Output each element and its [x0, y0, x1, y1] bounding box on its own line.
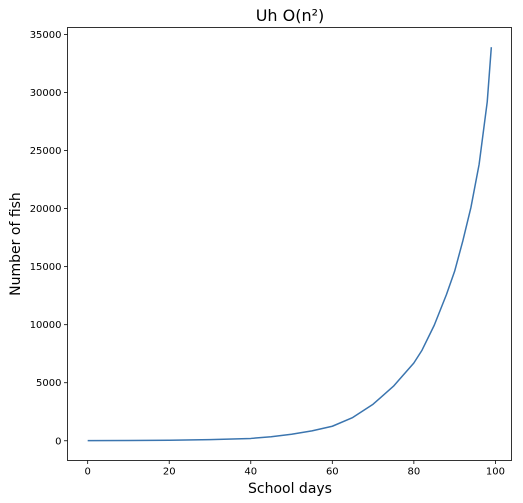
x-tick-label: 60 — [326, 467, 339, 478]
y-tick-label: 0 — [55, 436, 61, 447]
x-tick-label: 80 — [407, 467, 420, 478]
y-axis-ticks: 0 5000 10000 15000 20000 25000 30000 35000 — [30, 30, 68, 447]
x-tick-label: 20 — [163, 467, 176, 478]
y-tick-label: 25000 — [30, 146, 62, 157]
plot-frame — [67, 27, 512, 461]
y-tick-label: 5000 — [36, 378, 61, 389]
y-axis-label: Number of fish — [8, 192, 24, 296]
x-tick-label: 40 — [244, 467, 257, 478]
x-axis-label: School days — [248, 481, 332, 497]
x-tick-label: 100 — [486, 467, 505, 478]
y-tick-label: 20000 — [30, 204, 62, 215]
series-line — [87, 47, 493, 442]
y-tick-label: 10000 — [30, 320, 62, 331]
y-tick-label: 30000 — [30, 88, 62, 99]
y-tick-label: 35000 — [30, 30, 62, 41]
chart-title: Uh O(n²) — [256, 6, 325, 25]
x-tick-label: 0 — [84, 467, 90, 478]
y-tick-label: 15000 — [30, 262, 62, 273]
x-axis-ticks: 0 20 40 60 80 100 — [84, 460, 505, 478]
